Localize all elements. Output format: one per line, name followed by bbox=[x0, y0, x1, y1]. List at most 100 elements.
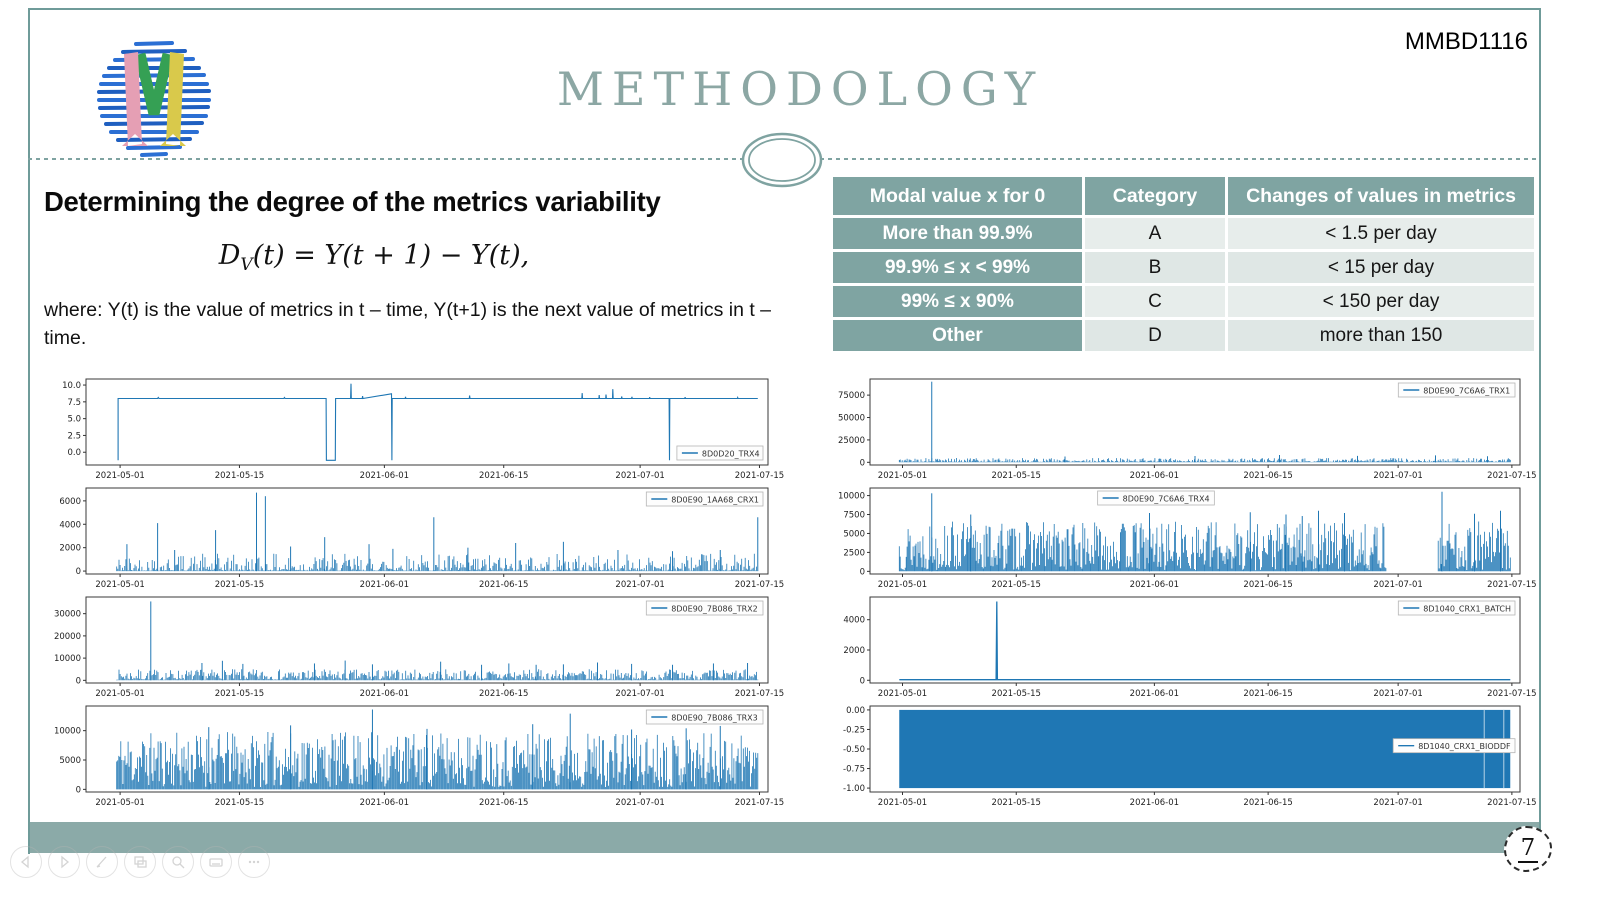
svg-text:2021-06-01: 2021-06-01 bbox=[360, 689, 409, 699]
chart-8D0E90_7B086_TRX2: 0 10000 20000 30000 2021-05-01 2021-05-15 2021… bbox=[44, 594, 784, 700]
svg-text:10.0: 10.0 bbox=[62, 381, 81, 391]
svg-text:5000: 5000 bbox=[843, 529, 865, 539]
svg-text:5.0: 5.0 bbox=[67, 415, 81, 425]
table-row: 99.9% ≤ x < 99% B < 15 per day bbox=[833, 252, 1534, 283]
notes-button[interactable] bbox=[200, 846, 232, 878]
svg-text:7500: 7500 bbox=[843, 511, 865, 521]
svg-text:2021-05-15: 2021-05-15 bbox=[215, 798, 264, 808]
previous-slide-button[interactable] bbox=[10, 846, 42, 878]
svg-text:2021-06-01: 2021-06-01 bbox=[1130, 689, 1179, 699]
chart-8D0E90_7C6A6_TRX4: 0 2500 5000 7500 10000 2021-05-01 2021-05-15 20… bbox=[832, 485, 1537, 591]
svg-text:0.0: 0.0 bbox=[67, 448, 81, 458]
pen-button[interactable] bbox=[86, 846, 118, 878]
svg-text:2021-06-01: 2021-06-01 bbox=[1130, 580, 1179, 590]
svg-text:2021-05-01: 2021-05-01 bbox=[95, 798, 144, 808]
svg-text:30000: 30000 bbox=[54, 610, 81, 620]
pen-icon bbox=[96, 856, 107, 868]
svg-text:2021-07-15: 2021-07-15 bbox=[1487, 689, 1536, 699]
slide-border-right bbox=[1539, 8, 1541, 854]
svg-text:7.5: 7.5 bbox=[67, 398, 81, 408]
category-table: Modal value x for 0 Category Changes of … bbox=[830, 174, 1537, 354]
svg-text:2021-05-15: 2021-05-15 bbox=[992, 689, 1041, 699]
formula-sub: V bbox=[240, 255, 253, 275]
logo-m-left bbox=[122, 52, 148, 146]
slide-border-left bbox=[28, 8, 30, 854]
zoom-button[interactable] bbox=[162, 846, 194, 878]
svg-text:2021-06-01: 2021-06-01 bbox=[360, 580, 409, 590]
svg-text:-0.50: -0.50 bbox=[843, 745, 865, 755]
changes-cell: < 15 per day bbox=[1228, 252, 1534, 283]
svg-text:2021-07-15: 2021-07-15 bbox=[735, 689, 784, 699]
chart-8D0E90_1AA68_CRX1: 0 2000 4000 6000 2021-05-01 2021-05-15 2021-06… bbox=[44, 485, 784, 591]
svg-text:2021-05-15: 2021-05-15 bbox=[992, 798, 1041, 808]
svg-text:10000: 10000 bbox=[838, 492, 865, 502]
svg-text:2021-07-01: 2021-07-01 bbox=[1373, 689, 1422, 699]
changes-cell: more than 150 bbox=[1228, 320, 1534, 351]
svg-text:2021-06-15: 2021-06-15 bbox=[479, 580, 528, 590]
svg-text:8D1040_CRX1_BATCH: 8D1040_CRX1_BATCH bbox=[1423, 605, 1511, 614]
svg-text:10000: 10000 bbox=[54, 654, 81, 664]
svg-text:2021-06-15: 2021-06-15 bbox=[1243, 689, 1292, 699]
table-row: 99% ≤ x 90% C < 150 per day bbox=[833, 286, 1534, 317]
arrow-left-icon bbox=[20, 855, 29, 869]
svg-text:8D0E90_7C6A6_TRX4: 8D0E90_7C6A6_TRX4 bbox=[1123, 495, 1210, 504]
svg-text:2021-05-01: 2021-05-01 bbox=[878, 580, 927, 590]
svg-text:2021-05-01: 2021-05-01 bbox=[95, 580, 144, 590]
ellipsis-icon bbox=[248, 860, 260, 864]
svg-text:8D0E90_7C6A6_TRX1: 8D0E90_7C6A6_TRX1 bbox=[1423, 387, 1510, 396]
svg-text:4000: 4000 bbox=[843, 616, 865, 626]
svg-text:2021-07-15: 2021-07-15 bbox=[1487, 471, 1536, 481]
svg-text:2021-07-15: 2021-07-15 bbox=[735, 471, 784, 481]
logo-sphere-m bbox=[97, 41, 211, 157]
formula-d: D bbox=[218, 240, 241, 271]
svg-text:2021-07-01: 2021-07-01 bbox=[1373, 798, 1422, 808]
slide-panel-button[interactable] bbox=[124, 846, 156, 878]
table-header-category: Category bbox=[1085, 177, 1225, 215]
chart-8D1040_CRX1_BIODDF: 0.00 -0.25 -0.50 -0.75 -1.00 2021-05-01 2021-0… bbox=[832, 703, 1537, 809]
svg-text:2021-05-15: 2021-05-15 bbox=[992, 471, 1041, 481]
category-cell: C bbox=[1085, 286, 1225, 317]
svg-text:8D0E90_7B086_TRX3: 8D0E90_7B086_TRX3 bbox=[671, 714, 757, 723]
svg-text:-1.00: -1.00 bbox=[843, 784, 865, 794]
svg-text:2021-05-01: 2021-05-01 bbox=[878, 798, 927, 808]
table-row: Other D more than 150 bbox=[833, 320, 1534, 351]
svg-text:0: 0 bbox=[860, 458, 865, 468]
svg-text:2021-06-01: 2021-06-01 bbox=[360, 471, 409, 481]
svg-text:2021-07-15: 2021-07-15 bbox=[1487, 580, 1536, 590]
category-cell: D bbox=[1085, 320, 1225, 351]
arrow-right-icon bbox=[61, 855, 70, 869]
ellipse-ornament bbox=[741, 132, 823, 188]
svg-text:2021-07-01: 2021-07-01 bbox=[615, 798, 664, 808]
next-slide-button[interactable] bbox=[48, 846, 80, 878]
svg-text:2021-06-15: 2021-06-15 bbox=[479, 798, 528, 808]
logo-m-middle bbox=[134, 52, 174, 116]
table-header-changes: Changes of values in metrics bbox=[1228, 177, 1534, 215]
changes-cell: < 1.5 per day bbox=[1228, 218, 1534, 249]
svg-text:2021-06-01: 2021-06-01 bbox=[360, 798, 409, 808]
svg-text:2.5: 2.5 bbox=[67, 431, 81, 441]
section-heading: Determining the degree of the metrics va… bbox=[44, 186, 661, 217]
svg-text:2021-05-01: 2021-05-01 bbox=[95, 471, 144, 481]
svg-text:2021-07-15: 2021-07-15 bbox=[1487, 798, 1536, 808]
modal-cell: 99.9% ≤ x < 99% bbox=[833, 252, 1082, 283]
svg-text:0: 0 bbox=[76, 676, 81, 686]
svg-text:2021-07-01: 2021-07-01 bbox=[1373, 580, 1422, 590]
page-number: 7 bbox=[1517, 835, 1539, 863]
svg-text:2021-06-01: 2021-06-01 bbox=[1130, 471, 1179, 481]
svg-text:0: 0 bbox=[860, 567, 865, 577]
svg-text:2021-05-01: 2021-05-01 bbox=[95, 689, 144, 699]
svg-text:8D1040_CRX1_BIODDF: 8D1040_CRX1_BIODDF bbox=[1418, 742, 1511, 751]
svg-text:10000: 10000 bbox=[54, 727, 81, 737]
page-number-badge: 7 bbox=[1504, 826, 1552, 872]
keyboard-icon bbox=[209, 858, 223, 867]
svg-text:2000: 2000 bbox=[59, 544, 81, 554]
svg-text:0: 0 bbox=[860, 676, 865, 686]
svg-text:8D0E90_1AA68_CRX1: 8D0E90_1AA68_CRX1 bbox=[671, 496, 759, 505]
modal-cell: Other bbox=[833, 320, 1082, 351]
svg-text:2021-05-15: 2021-05-15 bbox=[215, 580, 264, 590]
svg-text:2021-05-01: 2021-05-01 bbox=[878, 471, 927, 481]
category-cell: A bbox=[1085, 218, 1225, 249]
table-header-row: Modal value x for 0 Category Changes of … bbox=[833, 177, 1534, 215]
more-options-button[interactable] bbox=[238, 846, 270, 878]
